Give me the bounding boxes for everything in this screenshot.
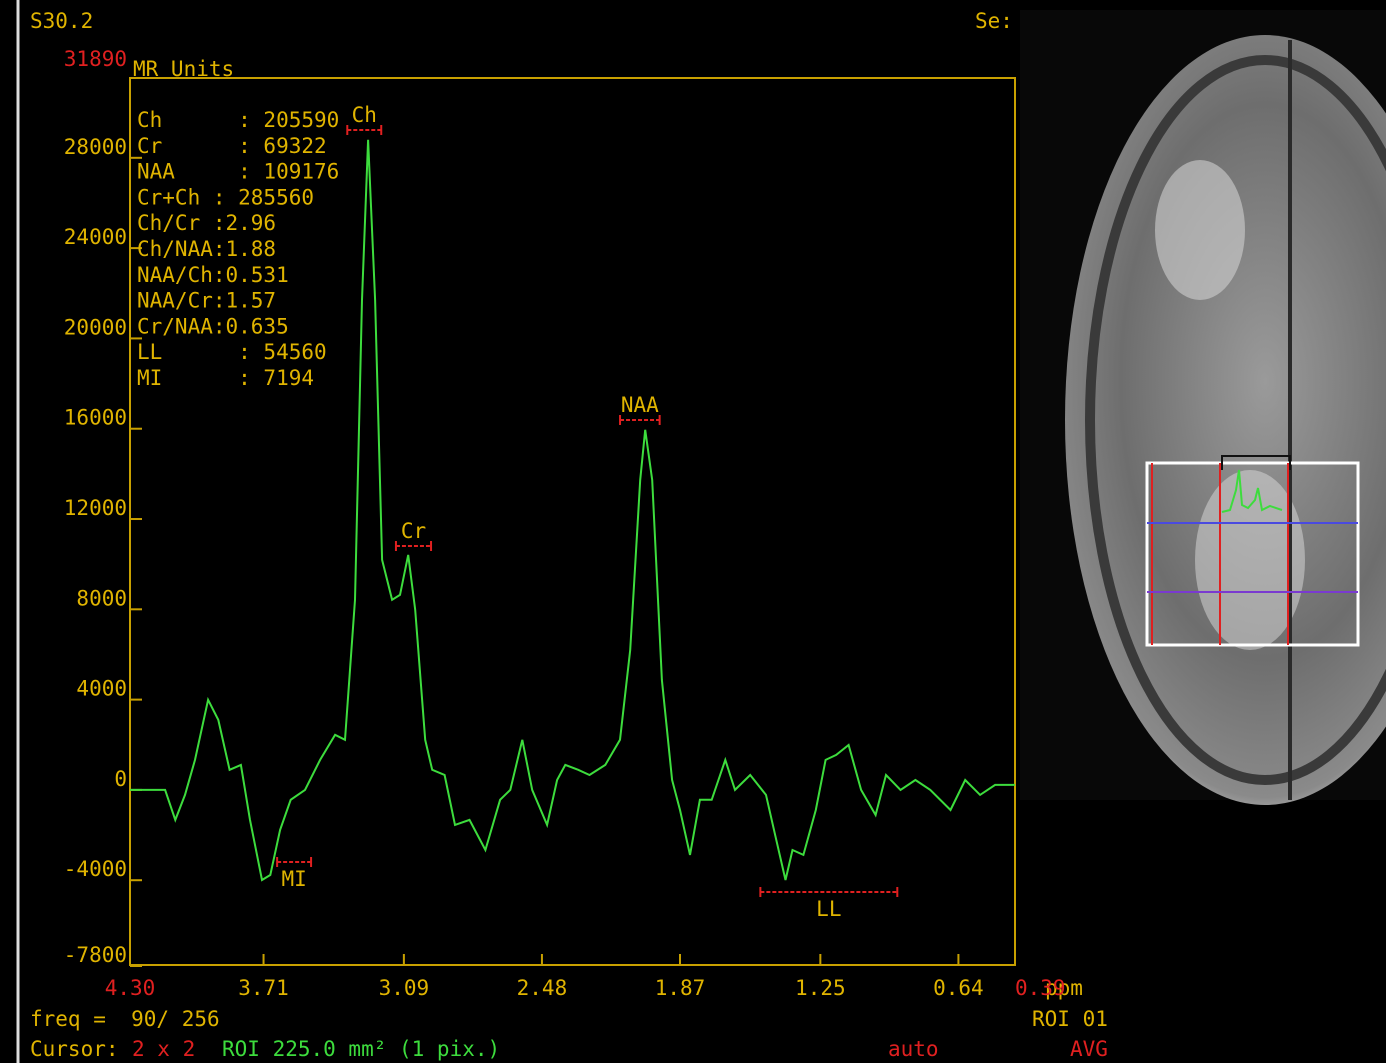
x-tick-label: 3.71 (238, 976, 289, 1000)
peak-label: Ch (352, 103, 377, 127)
y-tick-label: 20000 (64, 315, 127, 339)
series-id: S30.2 (30, 9, 93, 33)
freq: freq = 90/ 256 (30, 1007, 220, 1031)
roi-area: ROI 225.0 mm² (1 pix.) (222, 1037, 500, 1061)
stat-line: Ch/NAA:1.88 (137, 237, 276, 261)
mini-spectrum (1221, 469, 1283, 513)
stat-line: LL : 54560 (137, 340, 327, 364)
y-tick-label: 16000 (64, 406, 127, 430)
y-tick-label: 4000 (76, 677, 127, 701)
stat-line: Ch : 205590 (137, 108, 339, 132)
y-tick-label: 12000 (64, 496, 127, 520)
x-tick-label: 1.87 (655, 976, 706, 1000)
y-axis-label: MR Units (133, 57, 234, 81)
stat-line: Ch/Cr :2.96 (137, 211, 276, 235)
y-tick-label: 24000 (64, 225, 127, 249)
stat-line: Cr+Ch : 285560 (137, 185, 314, 209)
x-tick-label: 1.25 (795, 976, 846, 1000)
peak-label: MI (281, 867, 306, 891)
x-tick-label: 4.30 (105, 976, 156, 1000)
x-tick-label: 0.39 (1015, 976, 1066, 1000)
x-axis-label: ppm (1045, 976, 1083, 1000)
stat-line: NAA/Cr:1.57 (137, 289, 276, 313)
roi-box (1145, 461, 1360, 647)
cursor-size: 2 x 2 (132, 1037, 195, 1061)
x-tick-label: 2.48 (517, 976, 568, 1000)
ventricle (1155, 160, 1245, 300)
stat-line: MI : 7194 (137, 366, 314, 390)
y-tick-label: -7800 (64, 943, 127, 967)
cursor-label: Cursor: (30, 1037, 119, 1061)
y-tick-label: 31890 (64, 47, 127, 71)
brain-image (1020, 10, 1386, 805)
se-label: Se: (975, 9, 1013, 33)
roi-id: ROI 01 (1032, 1007, 1108, 1031)
spectrum-line (130, 139, 1015, 882)
peak-label: LL (816, 897, 841, 921)
lesion (1195, 470, 1305, 650)
skull-ring (1085, 55, 1386, 785)
avg: AVG (1070, 1037, 1108, 1061)
peak-label: NAA (621, 393, 659, 417)
mode: auto (888, 1037, 939, 1061)
y-tick-label: -4000 (64, 857, 127, 881)
head (1065, 35, 1386, 805)
y-tick-label: 28000 (64, 135, 127, 159)
x-tick-label: 0.64 (933, 976, 984, 1000)
stat-line: Cr/NAA:0.635 (137, 314, 289, 338)
x-tick-label: 3.09 (379, 976, 430, 1000)
stat-line: Cr : 69322 (137, 134, 327, 158)
plot-frame (129, 77, 1016, 966)
peak-label: Cr (401, 519, 426, 543)
stat-line: NAA : 109176 (137, 160, 339, 184)
y-tick-label: 0 (114, 767, 127, 791)
voxel-bracket (1221, 455, 1291, 470)
y-tick-label: 8000 (76, 586, 127, 610)
stat-line: NAA/Ch:0.531 (137, 263, 289, 287)
